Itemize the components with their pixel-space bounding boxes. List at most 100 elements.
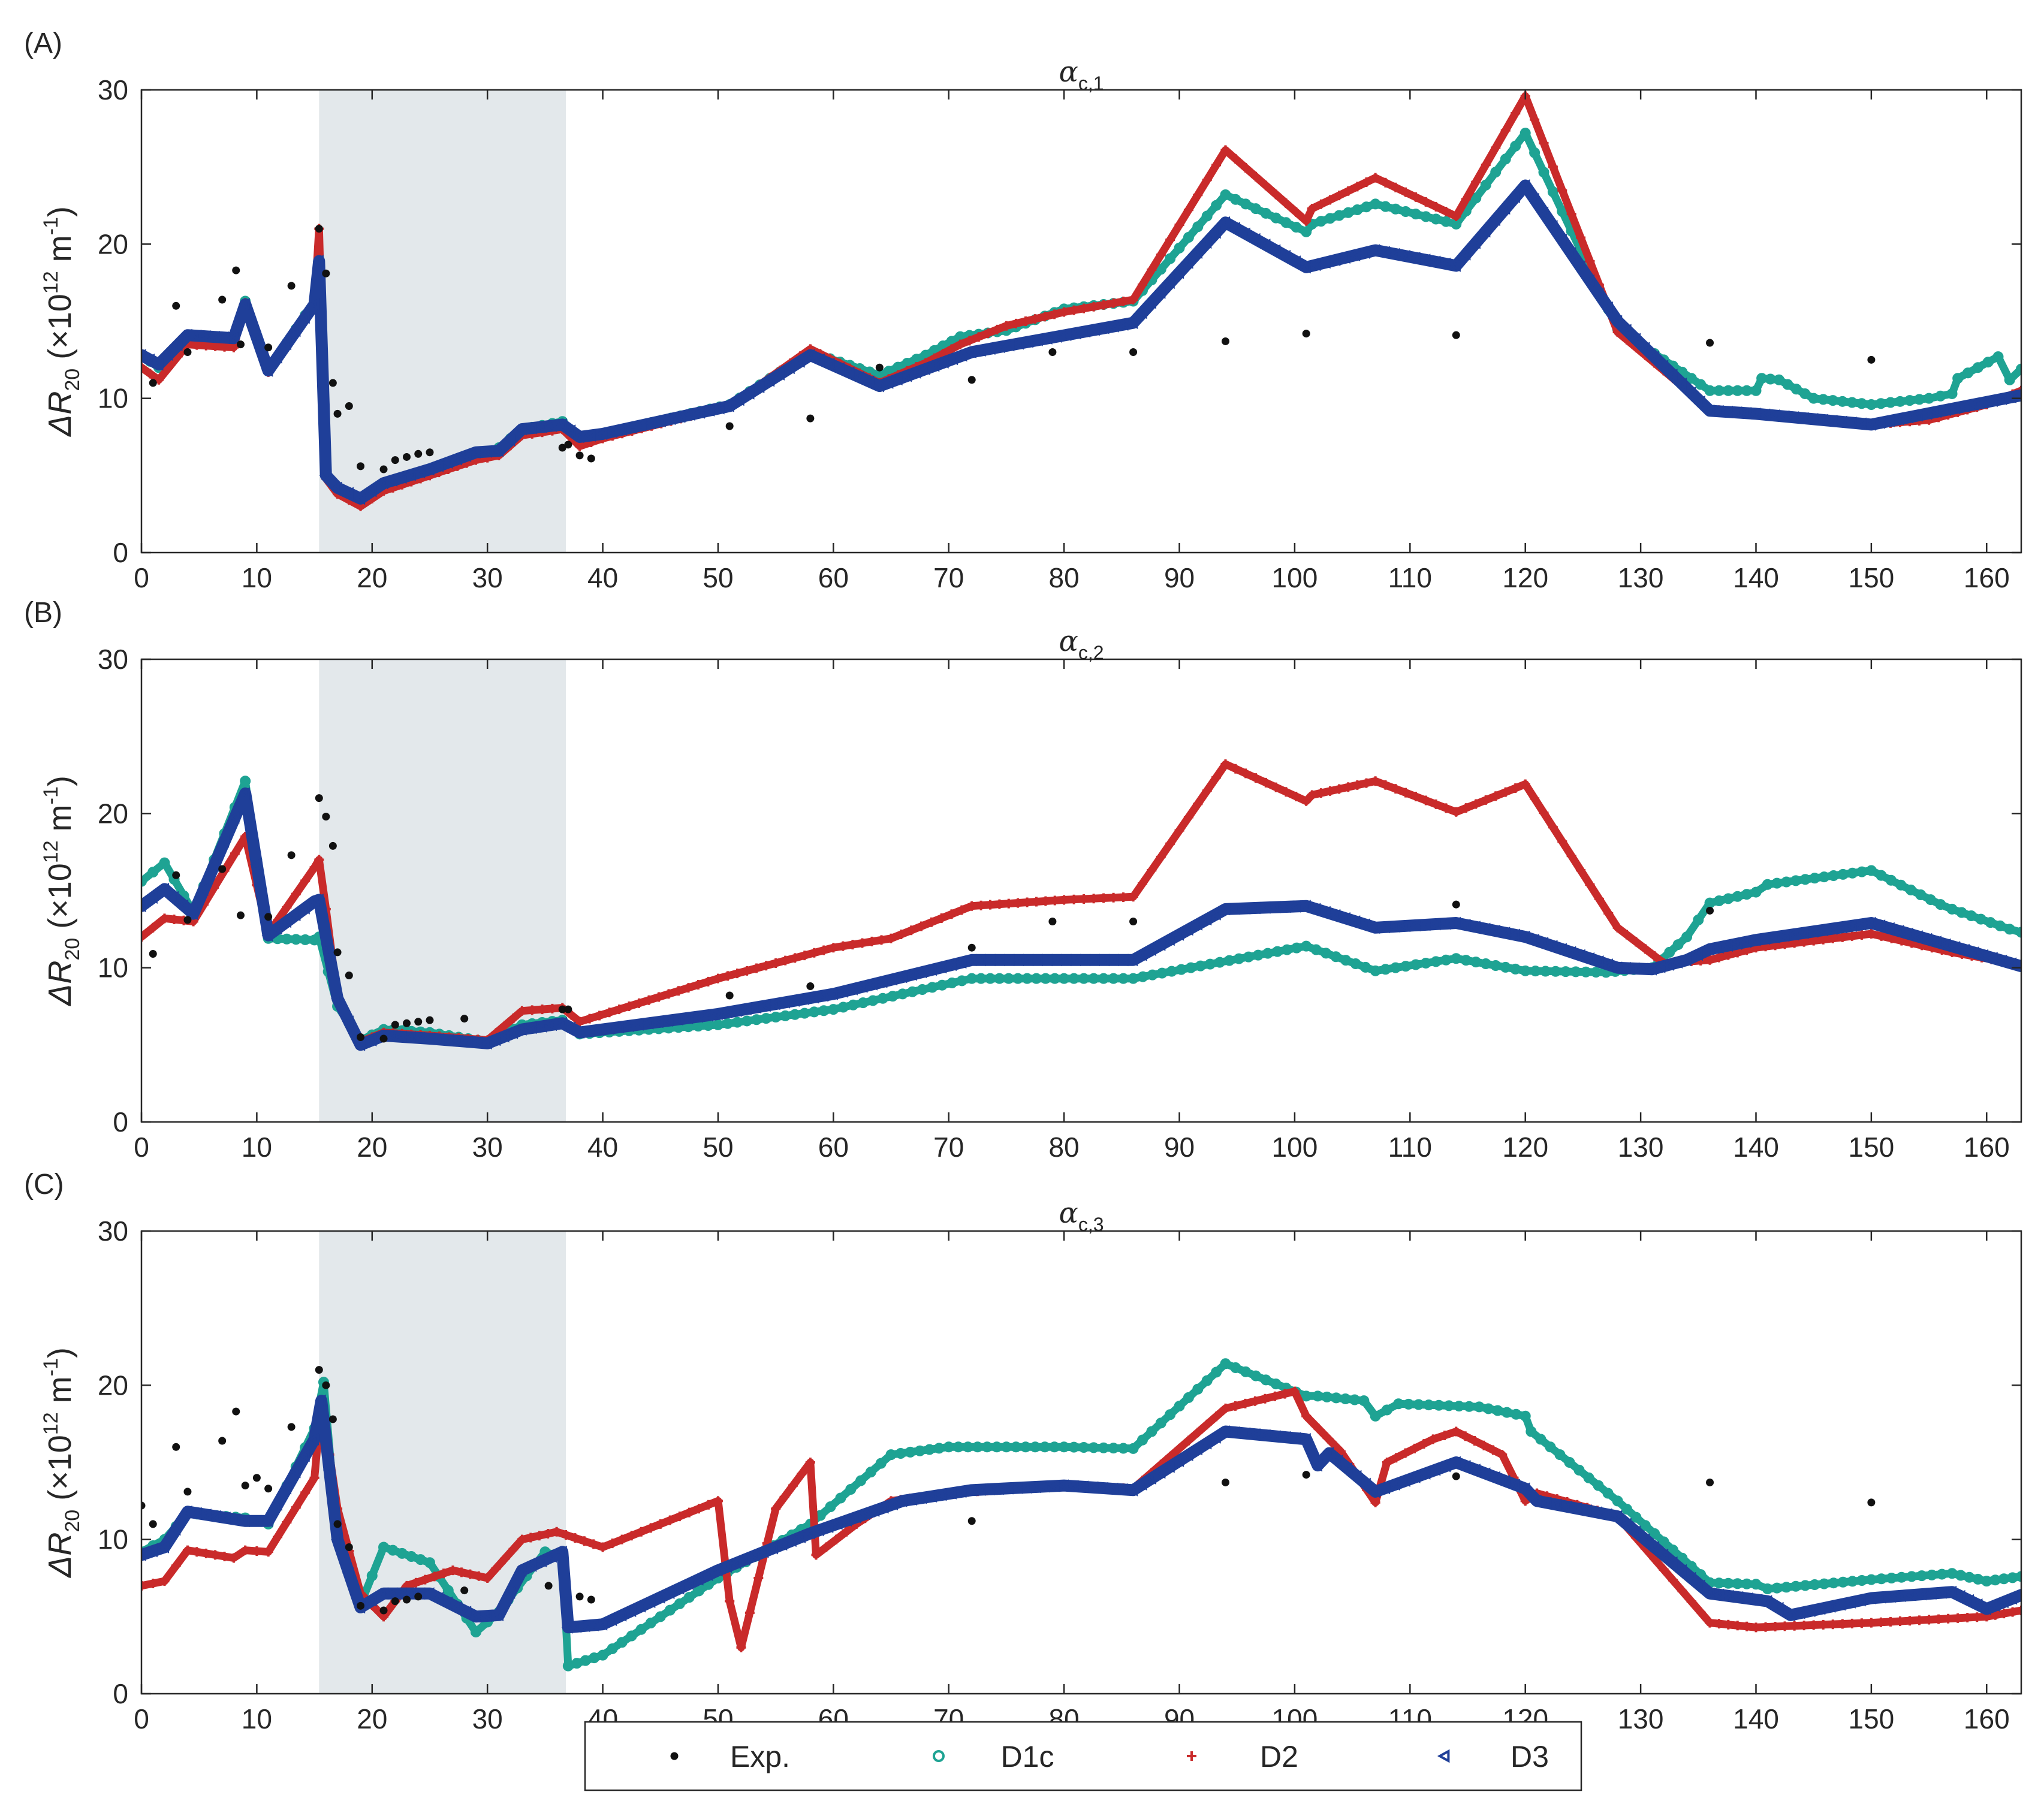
data-point bbox=[1165, 235, 1175, 245]
data-point bbox=[655, 415, 666, 427]
data-point bbox=[1867, 355, 1876, 364]
data-point bbox=[1631, 937, 1641, 947]
data-point bbox=[1874, 1591, 1886, 1604]
data-point bbox=[1241, 768, 1251, 779]
data-point bbox=[843, 366, 855, 379]
data-point bbox=[1921, 933, 1933, 946]
data-point bbox=[1732, 1591, 1744, 1604]
data-point bbox=[809, 1006, 820, 1018]
data-point bbox=[1370, 965, 1381, 976]
data-point bbox=[386, 1030, 398, 1043]
data-point bbox=[905, 1446, 916, 1458]
data-point bbox=[1077, 1480, 1089, 1494]
x-tick-label: 30 bbox=[472, 1703, 503, 1734]
data-point bbox=[2016, 1571, 2021, 1582]
data-point bbox=[405, 1031, 416, 1044]
data-point bbox=[1145, 1472, 1156, 1485]
data-point bbox=[1712, 941, 1724, 954]
data-point bbox=[1350, 958, 1361, 970]
data-point bbox=[683, 1592, 695, 1603]
panel-title: αc,1 bbox=[1059, 55, 1104, 94]
data-point bbox=[806, 414, 815, 423]
data-point bbox=[1962, 1613, 1973, 1623]
data-point bbox=[1349, 249, 1361, 262]
data-point bbox=[1155, 1417, 1166, 1429]
data-point bbox=[1221, 1478, 1229, 1486]
plot-area bbox=[141, 759, 2021, 1051]
legend-marker bbox=[670, 1752, 679, 1760]
data-point bbox=[378, 1541, 390, 1553]
data-point bbox=[1935, 1586, 1947, 1599]
data-point bbox=[209, 1510, 221, 1523]
data-point bbox=[161, 348, 173, 361]
data-point bbox=[252, 1474, 261, 1482]
data-point bbox=[1986, 394, 1998, 408]
data-point bbox=[1943, 1613, 1953, 1624]
data-point bbox=[886, 933, 896, 943]
data-point bbox=[1684, 387, 1696, 399]
data-point bbox=[1440, 954, 1452, 966]
data-point bbox=[1537, 206, 1549, 219]
data-point bbox=[146, 1544, 158, 1558]
data-point bbox=[1001, 321, 1011, 331]
data-point bbox=[602, 1022, 614, 1035]
data-point bbox=[1281, 787, 1291, 797]
data-point bbox=[1389, 920, 1400, 933]
data-point bbox=[537, 1004, 547, 1015]
data-point bbox=[1816, 414, 1828, 427]
x-tick-label: 0 bbox=[134, 562, 149, 593]
data-point bbox=[1770, 1622, 1780, 1632]
y-tick-label: 0 bbox=[113, 1678, 128, 1709]
data-point bbox=[1260, 1374, 1271, 1386]
data-point bbox=[1999, 1609, 2009, 1619]
data-point bbox=[250, 331, 261, 344]
data-point bbox=[1040, 312, 1050, 322]
data-point bbox=[280, 1482, 292, 1495]
data-point bbox=[515, 423, 527, 436]
data-point bbox=[1428, 1434, 1438, 1444]
data-point bbox=[1489, 213, 1500, 227]
data-point bbox=[526, 1533, 536, 1543]
data-point bbox=[1649, 1528, 1660, 1539]
data-point bbox=[827, 988, 838, 1000]
data-point bbox=[456, 1567, 466, 1577]
data-point bbox=[1382, 1458, 1392, 1467]
data-point bbox=[1126, 1483, 1138, 1497]
data-point bbox=[1939, 938, 1951, 951]
data-point bbox=[143, 353, 155, 366]
data-point bbox=[1911, 930, 1923, 943]
data-point bbox=[625, 421, 637, 434]
data-point bbox=[210, 1550, 221, 1560]
data-point bbox=[1334, 191, 1344, 201]
data-point bbox=[1282, 944, 1293, 955]
data-point bbox=[1864, 916, 1876, 930]
data-point bbox=[1202, 1419, 1212, 1429]
data-point bbox=[1845, 919, 1857, 933]
data-point bbox=[1127, 1443, 1139, 1454]
data-point bbox=[1489, 1471, 1500, 1484]
data-point bbox=[575, 1016, 585, 1027]
data-point bbox=[936, 979, 948, 991]
data-point bbox=[354, 492, 366, 505]
data-point bbox=[1192, 221, 1204, 233]
data-point bbox=[1230, 194, 1241, 205]
data-point bbox=[1883, 414, 1895, 427]
data-point bbox=[1359, 1477, 1371, 1491]
data-point bbox=[1147, 265, 1157, 275]
data-point bbox=[241, 1482, 249, 1490]
data-point bbox=[1452, 900, 1460, 909]
x-tick-label: 160 bbox=[1964, 1703, 2010, 1734]
data-point bbox=[1431, 201, 1441, 212]
data-point bbox=[1400, 1448, 1410, 1458]
data-point bbox=[819, 945, 829, 955]
data-point bbox=[972, 1441, 983, 1453]
data-point bbox=[1137, 280, 1147, 290]
data-point bbox=[1341, 1462, 1353, 1475]
data-point bbox=[1469, 1464, 1481, 1476]
data-point bbox=[1270, 1378, 1282, 1390]
data-point bbox=[1500, 961, 1511, 973]
data-point bbox=[1520, 128, 1531, 139]
data-point bbox=[1041, 896, 1051, 906]
data-point bbox=[1583, 1472, 1594, 1483]
data-point bbox=[1915, 1588, 1927, 1601]
